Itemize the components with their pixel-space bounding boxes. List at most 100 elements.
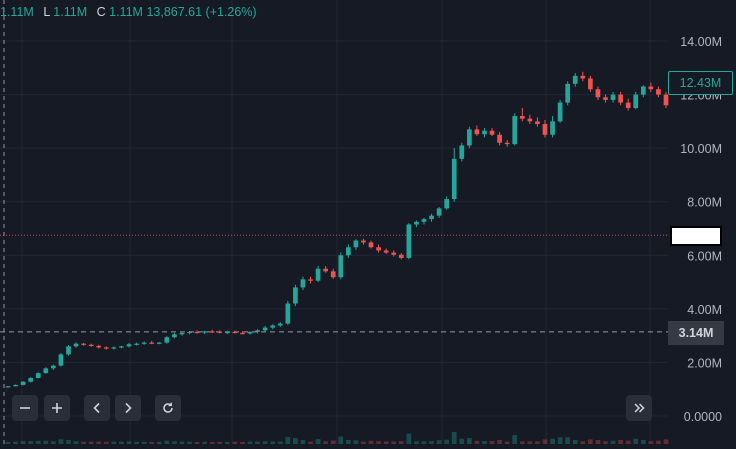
volume-bar — [119, 441, 124, 444]
candle-body — [194, 331, 200, 334]
low-value: 1.11M — [53, 5, 88, 19]
candle-body — [656, 89, 661, 95]
candle-body — [512, 116, 518, 145]
open-value: 1.11M — [0, 5, 34, 19]
candle-body — [179, 332, 185, 335]
candle-body — [58, 354, 64, 366]
close-value: 1.11M — [109, 5, 143, 19]
candle-body — [5, 386, 11, 388]
volume-bar — [580, 441, 586, 444]
volume-bar — [436, 440, 442, 444]
ohlc-legend: 1.11M L 1.11M C 1.11M 13,867.61 (+1.26%) — [0, 5, 257, 21]
candle-body — [595, 89, 601, 98]
volume-bar — [66, 440, 71, 444]
scroll-to-latest-button[interactable] — [626, 395, 652, 421]
candle-body — [20, 381, 26, 385]
volume-bar — [414, 441, 419, 444]
candle-body — [376, 247, 381, 251]
candle-body — [527, 118, 533, 122]
candle-body — [255, 330, 260, 332]
volume-bar — [58, 439, 64, 444]
minus-icon — [20, 407, 30, 409]
volume-bar — [451, 432, 457, 444]
volume-bar — [164, 440, 170, 444]
volume-bar — [277, 441, 283, 444]
candle-body — [224, 331, 230, 334]
y-tick-label: 8.00M — [687, 196, 722, 210]
volume-bar — [618, 440, 623, 444]
volume-bar — [527, 441, 533, 444]
candle-body — [565, 83, 571, 103]
candle-body — [580, 75, 586, 79]
change-value: (+1.26%) — [205, 5, 257, 19]
candle-body — [81, 343, 86, 345]
candle-body — [323, 268, 328, 272]
scroll-right-button[interactable] — [115, 395, 141, 421]
candle-body — [398, 254, 404, 258]
candle-body — [240, 332, 245, 335]
volume-bar — [194, 441, 200, 444]
y-tick-label: 14.00M — [680, 35, 722, 49]
volume-bar — [467, 438, 472, 444]
volume-bar — [172, 441, 177, 444]
candle-body — [406, 224, 412, 258]
candle-body — [172, 334, 177, 338]
candle-body — [119, 346, 124, 348]
candle-body — [308, 279, 313, 281]
volume-bar — [300, 440, 306, 444]
volume-bar — [28, 441, 34, 444]
volume-bar — [285, 437, 291, 444]
candle-body — [141, 342, 147, 344]
volume-bar — [489, 441, 495, 444]
candle-body — [572, 75, 578, 84]
volume-bar — [368, 440, 374, 444]
volume-bar — [648, 441, 654, 444]
volume-bar — [262, 441, 268, 444]
volume-bar — [572, 440, 578, 444]
volume-bar — [656, 440, 661, 444]
candle-body — [610, 94, 616, 100]
candle-body — [489, 130, 495, 135]
price-value: 13,867.61 — [146, 5, 203, 19]
volume-bar — [88, 441, 94, 444]
candle-body — [51, 365, 56, 369]
volume-bar — [20, 441, 26, 444]
volume-bar — [519, 441, 525, 444]
zoom-in-button[interactable] — [44, 395, 70, 421]
candle-body — [618, 94, 623, 103]
grid — [0, 0, 668, 444]
candle-body — [202, 331, 207, 333]
candle-body — [28, 377, 34, 382]
reset-chart-button[interactable] — [155, 395, 181, 421]
volume-bar — [610, 440, 616, 444]
volume-bar — [383, 441, 389, 444]
candle-body — [557, 102, 563, 122]
last-price-tag: 12.43M — [668, 71, 733, 95]
volume-bar — [595, 440, 601, 444]
candle-body — [482, 130, 487, 135]
volume-bar — [338, 436, 344, 444]
volume-bar — [640, 440, 646, 444]
volume-bar — [535, 441, 540, 444]
zoom-out-button[interactable] — [12, 395, 38, 421]
volume-bar — [35, 440, 41, 444]
y-tick-label: 4.00M — [687, 303, 722, 317]
low-label: L — [43, 5, 50, 19]
candle-body — [285, 303, 291, 324]
volume-bar — [482, 441, 487, 444]
volume-bar — [217, 441, 223, 444]
volume-bar — [141, 441, 147, 444]
volume-bar — [633, 438, 639, 444]
volume-bar — [421, 441, 427, 444]
candle-body — [187, 331, 192, 334]
candle-body — [648, 86, 654, 90]
volume-bar — [398, 441, 404, 444]
candle-body — [277, 323, 283, 326]
scroll-left-button[interactable] — [84, 395, 110, 421]
volume-bar — [353, 440, 359, 444]
candle-body — [497, 134, 502, 143]
candles — [5, 71, 669, 388]
volume-bar — [43, 440, 49, 444]
